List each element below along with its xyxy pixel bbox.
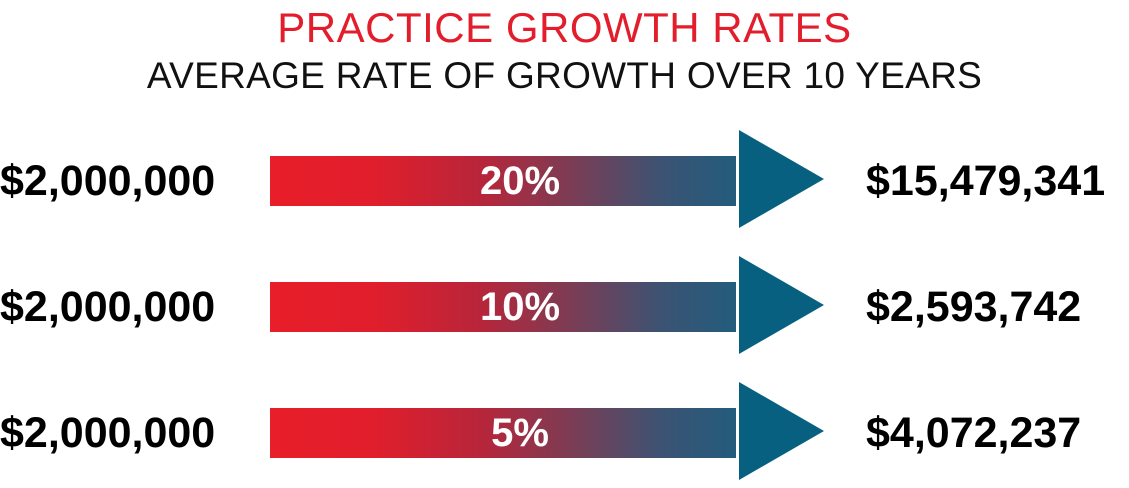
growth-rate-label: 20% [479, 159, 561, 203]
arrow-head-icon [739, 256, 824, 354]
growth-row: $2,000,000 5% $4,072,237 [0, 382, 1129, 482]
arrow-bar [270, 282, 736, 332]
end-value: $15,479,341 [866, 157, 1106, 205]
start-value: $2,000,000 [0, 283, 216, 331]
arrow-bar [270, 408, 736, 458]
growth-rate-label: 5% [491, 411, 549, 455]
page-title: PRACTICE GROWTH RATES [277, 4, 852, 51]
growth-row: $2,000,000 10% $2,593,742 [0, 256, 1129, 356]
start-value: $2,000,000 [0, 157, 216, 205]
arrow-head-icon [739, 130, 824, 228]
end-value: $2,593,742 [866, 283, 1082, 331]
start-value: $2,000,000 [0, 409, 216, 457]
growth-row: $2,000,000 20% $15,479,341 [0, 130, 1129, 230]
growth-rate-label: 10% [479, 285, 561, 329]
arrow-bar [270, 156, 736, 206]
page-subtitle: AVERAGE RATE OF GROWTH OVER 10 YEARS [146, 55, 983, 96]
end-value: $4,072,237 [866, 409, 1082, 457]
arrow-head-icon [739, 382, 824, 480]
